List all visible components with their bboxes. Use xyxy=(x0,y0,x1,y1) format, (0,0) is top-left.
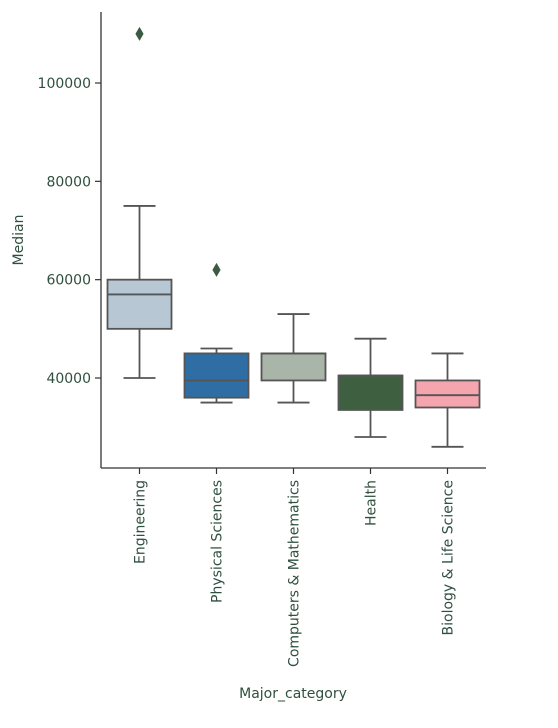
box-iqr xyxy=(260,352,327,382)
box-group xyxy=(183,262,250,404)
x-axis-ticks: Engineering Physical Sciences Computers & … xyxy=(133,468,457,667)
y-tick-label: 40000 xyxy=(46,371,91,387)
x-tick-label: Engineering xyxy=(133,480,149,564)
box-iqr xyxy=(337,374,404,411)
box-group xyxy=(260,313,327,404)
y-axis-label: Median xyxy=(11,215,27,266)
y-tick-label: 60000 xyxy=(46,273,91,289)
box-group xyxy=(106,26,173,379)
box-group xyxy=(414,352,481,448)
box-iqr xyxy=(414,379,481,409)
x-tick-label: Computers & Mathematics xyxy=(287,480,303,667)
box-group xyxy=(337,337,404,438)
y-tick-label: 80000 xyxy=(46,174,91,190)
box-iqr xyxy=(106,278,173,330)
x-axis-label: Major_category xyxy=(239,686,347,702)
y-tick-label: 100000 xyxy=(38,76,91,92)
x-tick-label: Health xyxy=(364,480,380,526)
outlier-point xyxy=(212,262,221,277)
y-axis-ticks: 40000 60000 80000 100000 xyxy=(38,76,101,387)
box-iqr xyxy=(183,352,250,399)
plot-area xyxy=(106,26,481,448)
x-tick-label: Physical Sciences xyxy=(210,480,226,603)
outlier-point xyxy=(135,26,144,41)
x-tick-label: Biology & Life Science xyxy=(441,480,457,635)
